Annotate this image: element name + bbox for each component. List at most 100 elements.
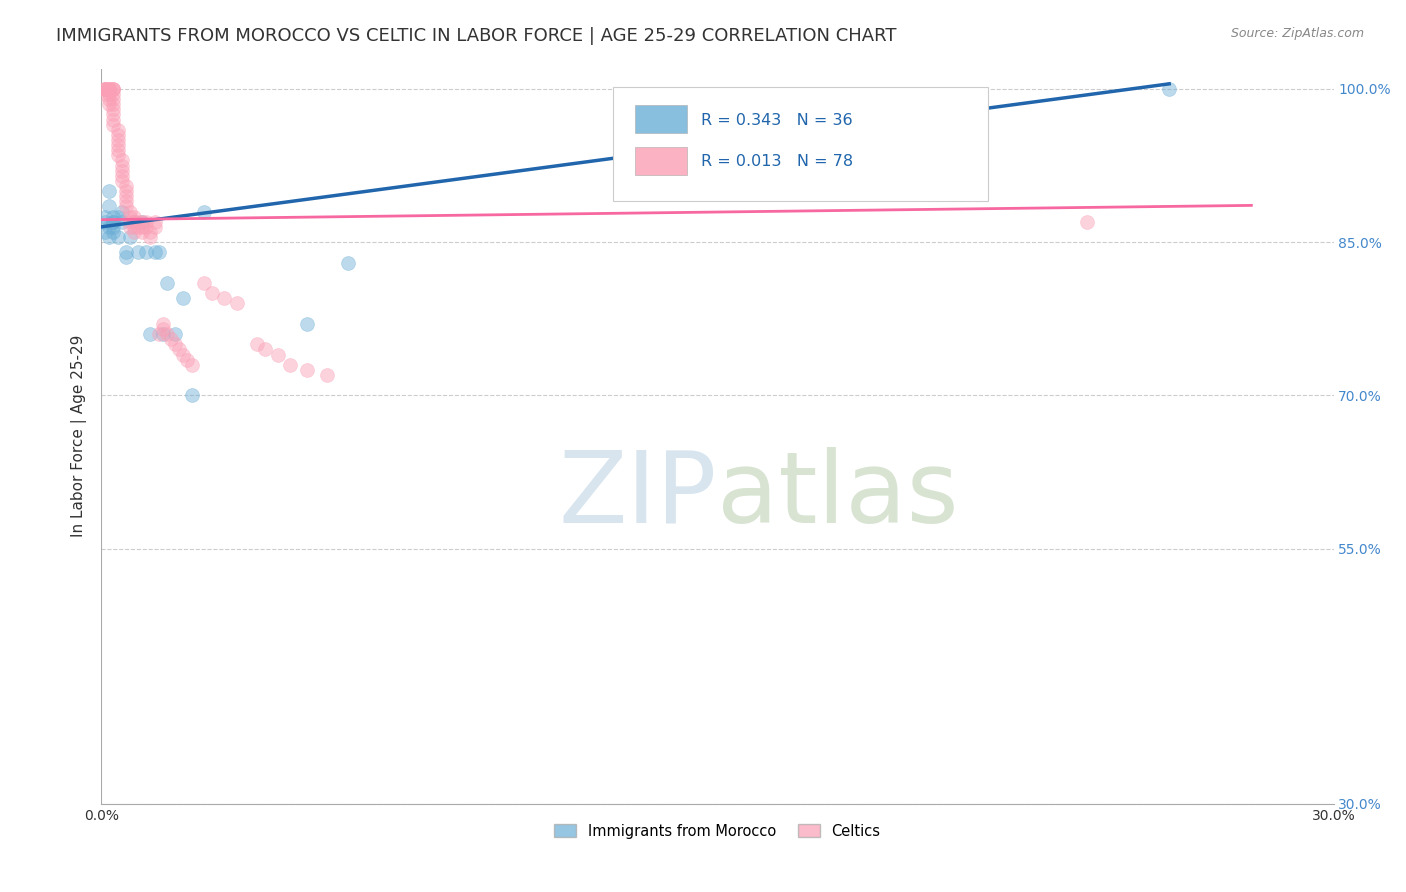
- Point: [135, 215, 157, 229]
- Point: [103, 107, 125, 121]
- Point: [156, 327, 179, 342]
- Point: [135, 245, 157, 260]
- Point: [131, 225, 153, 239]
- Point: [118, 230, 141, 244]
- Point: [94, 87, 117, 101]
- Point: [107, 210, 129, 224]
- Point: [94, 82, 117, 96]
- Point: [201, 286, 224, 301]
- Text: atlas: atlas: [717, 447, 959, 543]
- Point: [143, 245, 166, 260]
- Point: [111, 215, 134, 229]
- Point: [103, 210, 125, 224]
- Text: Source: ZipAtlas.com: Source: ZipAtlas.com: [1230, 27, 1364, 40]
- Point: [103, 219, 125, 234]
- Point: [107, 230, 129, 244]
- Point: [225, 296, 247, 310]
- Point: [103, 118, 125, 132]
- Point: [94, 215, 117, 229]
- Point: [98, 97, 121, 112]
- Y-axis label: In Labor Force | Age 25-29: In Labor Force | Age 25-29: [72, 335, 87, 538]
- Point: [127, 219, 149, 234]
- Point: [103, 225, 125, 239]
- Point: [131, 219, 153, 234]
- Point: [152, 317, 174, 331]
- Point: [114, 245, 136, 260]
- Point: [122, 219, 145, 234]
- Point: [143, 219, 166, 234]
- Point: [114, 184, 136, 198]
- Point: [107, 138, 129, 153]
- Point: [180, 358, 202, 372]
- Point: [122, 225, 145, 239]
- Point: [98, 230, 121, 244]
- Point: [103, 92, 125, 106]
- Point: [98, 184, 121, 198]
- Point: [336, 255, 359, 269]
- Point: [172, 291, 194, 305]
- Point: [111, 169, 134, 183]
- Point: [111, 159, 134, 173]
- Point: [98, 92, 121, 106]
- Legend: Immigrants from Morocco, Celtics: Immigrants from Morocco, Celtics: [548, 818, 886, 845]
- Text: ZIP: ZIP: [560, 447, 717, 543]
- Point: [118, 210, 141, 224]
- Point: [165, 327, 187, 342]
- Point: [254, 343, 277, 357]
- Point: [139, 327, 162, 342]
- Point: [98, 219, 121, 234]
- Point: [107, 128, 129, 142]
- Point: [103, 215, 125, 229]
- Point: [114, 194, 136, 209]
- FancyBboxPatch shape: [613, 87, 988, 201]
- Point: [114, 251, 136, 265]
- Point: [1159, 82, 1181, 96]
- Point: [295, 317, 318, 331]
- Point: [103, 82, 125, 96]
- Point: [143, 215, 166, 229]
- Point: [103, 87, 125, 101]
- Point: [180, 388, 202, 402]
- Point: [152, 322, 174, 336]
- Point: [103, 82, 125, 96]
- Text: IMMIGRANTS FROM MOROCCO VS CELTIC IN LABOR FORCE | AGE 25-29 CORRELATION CHART: IMMIGRANTS FROM MOROCCO VS CELTIC IN LAB…: [56, 27, 897, 45]
- Point: [114, 179, 136, 194]
- Point: [165, 337, 187, 351]
- Point: [139, 225, 162, 239]
- Point: [122, 215, 145, 229]
- Point: [118, 219, 141, 234]
- Point: [94, 82, 117, 96]
- Point: [103, 215, 125, 229]
- Point: [193, 276, 215, 290]
- Point: [246, 337, 269, 351]
- Point: [172, 347, 194, 361]
- Point: [107, 143, 129, 157]
- Point: [103, 112, 125, 127]
- Point: [278, 358, 301, 372]
- Point: [98, 82, 121, 96]
- Point: [156, 276, 179, 290]
- Point: [98, 199, 121, 213]
- Point: [103, 103, 125, 117]
- Text: R = 0.013   N = 78: R = 0.013 N = 78: [702, 154, 853, 169]
- Point: [127, 215, 149, 229]
- Point: [118, 204, 141, 219]
- Point: [94, 210, 117, 224]
- Point: [122, 215, 145, 229]
- Point: [808, 128, 831, 142]
- Point: [94, 82, 117, 96]
- Point: [107, 123, 129, 137]
- Point: [94, 225, 117, 239]
- Point: [98, 82, 121, 96]
- Point: [114, 189, 136, 203]
- Point: [94, 82, 117, 96]
- Point: [98, 87, 121, 101]
- Point: [114, 199, 136, 213]
- Point: [111, 163, 134, 178]
- Point: [176, 352, 198, 367]
- Point: [135, 219, 157, 234]
- Point: [139, 230, 162, 244]
- Point: [131, 215, 153, 229]
- Point: [148, 327, 170, 342]
- Point: [111, 153, 134, 168]
